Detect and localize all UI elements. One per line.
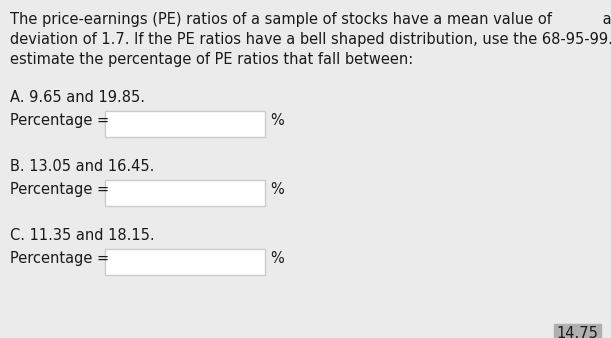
- Text: %: %: [270, 251, 284, 266]
- Bar: [105, 111, 265, 137]
- Text: Percentage =: Percentage =: [10, 113, 109, 128]
- Text: estimate the percentage of PE ratios that fall between:: estimate the percentage of PE ratios tha…: [10, 52, 413, 67]
- Text: Percentage =: Percentage =: [10, 182, 109, 197]
- Bar: [105, 249, 265, 275]
- Text: %: %: [270, 182, 284, 197]
- Text: and a standard: and a standard: [598, 12, 611, 27]
- Text: deviation of 1.7. If the PE ratios have a bell shaped distribution, use the 68-9: deviation of 1.7. If the PE ratios have …: [10, 32, 611, 47]
- Text: 14.75: 14.75: [557, 326, 598, 338]
- Text: %: %: [270, 113, 284, 128]
- Text: C. 11.35 and 18.15.: C. 11.35 and 18.15.: [10, 228, 155, 243]
- Bar: [105, 180, 265, 206]
- Text: A. 9.65 and 19.85.: A. 9.65 and 19.85.: [10, 90, 145, 105]
- Text: B. 13.05 and 16.45.: B. 13.05 and 16.45.: [10, 159, 155, 174]
- Text: Percentage =: Percentage =: [10, 251, 109, 266]
- Text: The price-earnings (PE) ratios of a sample of stocks have a mean value of: The price-earnings (PE) ratios of a samp…: [10, 12, 557, 27]
